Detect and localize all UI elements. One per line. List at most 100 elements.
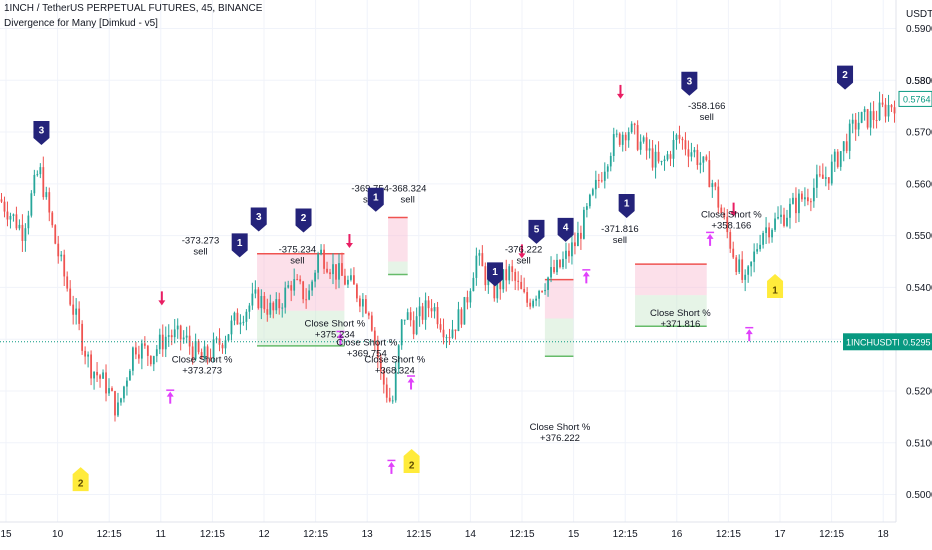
symbol-label: 1INCHUSDTPERP xyxy=(846,337,922,347)
signal-annotation: sell xyxy=(516,256,530,267)
candle-body xyxy=(326,268,328,273)
signal-annotation: +358.166 xyxy=(711,221,751,232)
candle-body xyxy=(872,111,875,121)
candle-body xyxy=(75,308,78,315)
candle-body xyxy=(57,243,60,257)
candle-body xyxy=(33,174,36,194)
bear-divergence-marker[interactable]: 2 xyxy=(837,65,854,90)
candle-body xyxy=(666,154,669,160)
bear-divergence-marker[interactable]: 3 xyxy=(33,121,50,145)
candle-body xyxy=(30,193,33,216)
candle-body xyxy=(777,216,779,219)
candle-body xyxy=(818,174,821,176)
bull-marker-label: 2 xyxy=(78,479,84,490)
candle-body xyxy=(836,151,839,167)
candle-body xyxy=(786,217,788,226)
bear-divergence-marker[interactable]: 1 xyxy=(487,262,504,287)
candle-body xyxy=(341,263,343,276)
candle-body xyxy=(105,372,107,394)
candle-body xyxy=(523,288,526,293)
bull-divergence-marker[interactable]: 1 xyxy=(767,273,784,298)
candle-body xyxy=(281,307,284,309)
candle-body xyxy=(723,213,726,217)
candle-body xyxy=(496,280,499,299)
signal-annotation: Close Short % xyxy=(650,308,711,319)
bear-divergence-marker[interactable]: 5 xyxy=(528,219,545,244)
candle-body xyxy=(821,174,824,179)
candle-body xyxy=(197,341,200,353)
candle-body xyxy=(654,151,657,168)
indicator-name[interactable]: Divergence for Many [Dimkud - v5] xyxy=(4,18,158,29)
candle-body xyxy=(179,325,182,340)
candle-body xyxy=(27,215,30,229)
candle-body xyxy=(51,212,54,226)
last-price-badge[interactable] xyxy=(898,90,932,107)
candle-body xyxy=(206,346,209,357)
bear-marker-label: 3 xyxy=(39,126,45,137)
candle-body xyxy=(696,149,699,166)
bear-marker-shape xyxy=(33,121,50,145)
bear-divergence-marker[interactable]: 4 xyxy=(557,217,574,242)
candle-body xyxy=(600,180,603,182)
bear-divergence-marker[interactable]: 1 xyxy=(618,194,635,219)
candle-body xyxy=(675,134,678,140)
bear-marker-label: 2 xyxy=(842,70,848,81)
x-tick-label: 13 xyxy=(362,529,374,540)
candle-body xyxy=(129,370,131,381)
candle-body xyxy=(547,277,549,290)
bear-divergence-marker[interactable]: 1 xyxy=(367,187,384,212)
bear-divergence-marker[interactable]: 3 xyxy=(681,71,698,96)
candle-body xyxy=(771,229,773,238)
bear-divergence-marker[interactable]: 1 xyxy=(231,233,248,258)
signal-annotation: Close Short % xyxy=(172,355,233,366)
symbol-badge[interactable] xyxy=(843,333,899,351)
candle-body xyxy=(774,218,776,230)
candle-body xyxy=(391,400,394,402)
candle-body xyxy=(798,193,800,214)
candle-body xyxy=(302,281,305,300)
candle-body xyxy=(155,349,158,357)
candle-body xyxy=(335,264,337,280)
bear-divergence-marker[interactable]: 2 xyxy=(295,208,312,233)
signal-annotation: -375.234 xyxy=(279,245,317,256)
candle-body xyxy=(603,171,606,181)
candle-body xyxy=(170,335,173,338)
candle-body xyxy=(284,287,287,308)
candle-body xyxy=(96,371,98,376)
candle-body xyxy=(254,289,257,294)
candle-body xyxy=(12,214,15,216)
candle-body xyxy=(824,177,827,179)
x-tick-label: 12:15 xyxy=(716,529,741,540)
current-price-badge[interactable] xyxy=(899,333,932,351)
candle-body xyxy=(720,207,723,214)
bull-divergence-marker[interactable]: 2 xyxy=(72,467,89,492)
candle-body xyxy=(705,156,708,161)
candle-body xyxy=(317,254,319,273)
candle-body xyxy=(436,307,439,325)
candle-body xyxy=(403,319,406,321)
candle-body xyxy=(795,197,797,214)
signal-overlays: -373.273sell-375.234sell-369.754sell-368… xyxy=(0,65,896,492)
candle-body xyxy=(102,372,104,379)
candle-body xyxy=(875,120,878,122)
candle-body xyxy=(320,249,322,255)
bear-divergence-marker[interactable]: 3 xyxy=(250,207,267,232)
bear-marker-label: 4 xyxy=(563,222,569,233)
candle-body xyxy=(568,250,570,257)
candle-body xyxy=(233,312,236,321)
candle-body xyxy=(430,308,433,312)
signal-annotation: sell xyxy=(290,256,304,267)
candle-body xyxy=(484,266,487,286)
candle-body xyxy=(553,267,555,273)
candle-body xyxy=(726,216,729,233)
candle-body xyxy=(3,201,6,212)
candle-body xyxy=(756,249,759,252)
bull-marker-shape xyxy=(403,448,420,473)
candle-body xyxy=(472,277,475,292)
bull-divergence-marker[interactable]: 2 xyxy=(403,448,420,473)
candle-body xyxy=(63,254,66,277)
